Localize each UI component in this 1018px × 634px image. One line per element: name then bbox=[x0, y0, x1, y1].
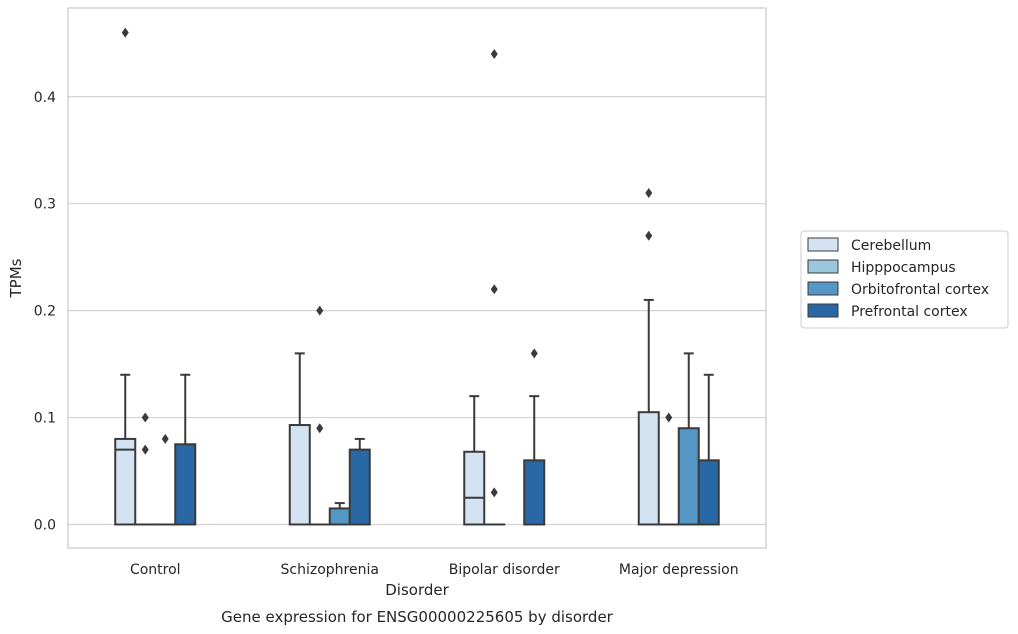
y-tick-label: 0.0 bbox=[34, 517, 56, 533]
legend-swatch bbox=[807, 281, 839, 296]
box-0-2 bbox=[154, 433, 177, 526]
y-tick-label: 0.2 bbox=[34, 304, 56, 320]
outlier-point bbox=[141, 444, 149, 455]
box-1-2 bbox=[328, 502, 351, 526]
legend-frame bbox=[800, 230, 1009, 329]
box-3-1 bbox=[657, 412, 680, 526]
legend-label: Orbitofrontal cortex bbox=[851, 282, 989, 298]
box-1-0 bbox=[288, 352, 311, 526]
outlier-point bbox=[645, 187, 653, 198]
legend: Cerebellum Hipppocampus Orbitofrontal cort… bbox=[800, 230, 1009, 329]
x-tick-label: Bipolar disorder bbox=[449, 562, 560, 578]
y-tick-label: 0.3 bbox=[34, 197, 56, 213]
x-tick-label: Schizophrenia bbox=[281, 562, 379, 578]
legend-label: Prefrontal cortex bbox=[851, 304, 968, 320]
x-tick-label: Major depression bbox=[619, 562, 739, 578]
y-tick-label: 0.4 bbox=[34, 90, 56, 106]
box-body bbox=[677, 427, 700, 526]
outlier-point bbox=[645, 230, 653, 241]
box-body bbox=[463, 450, 486, 526]
outlier-point bbox=[490, 284, 498, 295]
box-3-3 bbox=[697, 373, 720, 526]
box-0-3 bbox=[174, 373, 197, 526]
y-axis-label: TPMs bbox=[7, 258, 25, 298]
x-tick-label: Control bbox=[130, 562, 181, 578]
outlier-point bbox=[141, 412, 149, 423]
box-1-3 bbox=[348, 437, 371, 526]
outlier-point bbox=[121, 27, 129, 38]
outlier-point bbox=[490, 48, 498, 59]
box-2-1 bbox=[483, 48, 506, 526]
legend-swatch bbox=[807, 237, 839, 252]
box-1-1 bbox=[308, 305, 331, 526]
box-0-1 bbox=[134, 412, 157, 526]
box-2-0 bbox=[463, 395, 486, 526]
outlier-point bbox=[665, 412, 673, 423]
box-3-2 bbox=[677, 352, 700, 526]
gridlines bbox=[68, 96, 766, 526]
outlier-point bbox=[490, 487, 498, 498]
box-body bbox=[348, 448, 371, 526]
box-series bbox=[114, 27, 720, 526]
box-3-0 bbox=[637, 187, 660, 526]
legend-label: Cerebellum bbox=[851, 238, 931, 254]
outlier-point bbox=[316, 305, 324, 316]
box-body bbox=[328, 507, 351, 526]
y-axis-ticks: 0.0 0.1 0.2 0.3 0.4 bbox=[34, 90, 56, 534]
legend-label: Hipppocampus bbox=[851, 260, 956, 276]
y-tick-label: 0.1 bbox=[34, 411, 56, 427]
box-body bbox=[114, 437, 137, 526]
legend-swatch bbox=[807, 259, 839, 274]
plot-frame bbox=[67, 7, 767, 549]
box-2-3 bbox=[523, 348, 546, 526]
box-body bbox=[174, 443, 197, 526]
outlier-point bbox=[316, 423, 324, 434]
legend-swatch bbox=[807, 303, 839, 318]
box-0-0 bbox=[114, 27, 137, 526]
box-body bbox=[523, 459, 546, 526]
chart-title: Gene expression for ENSG00000225605 by d… bbox=[221, 608, 614, 626]
outlier-point bbox=[530, 348, 538, 359]
x-axis-label: Disorder bbox=[385, 581, 449, 599]
box-body bbox=[637, 411, 660, 526]
box-body bbox=[288, 424, 311, 526]
x-axis-ticks: Control Schizophrenia Bipolar disorder Majo… bbox=[130, 562, 739, 578]
box-body bbox=[697, 459, 720, 526]
outlier-point bbox=[161, 433, 169, 444]
